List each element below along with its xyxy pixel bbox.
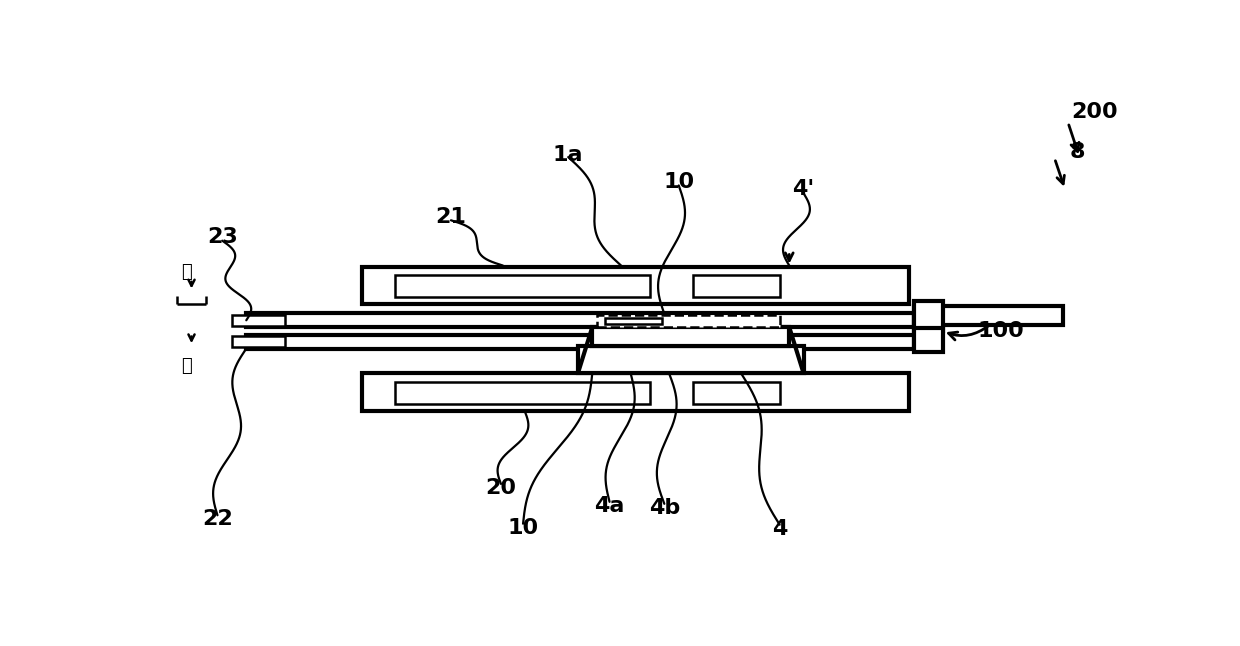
Bar — [578, 346, 804, 373]
Bar — [693, 382, 780, 404]
Bar — [914, 306, 1063, 325]
Text: 4: 4 — [773, 519, 787, 539]
Bar — [232, 315, 285, 326]
Text: 200: 200 — [1071, 102, 1118, 122]
Bar — [593, 328, 789, 346]
Bar — [362, 373, 909, 411]
Bar — [232, 336, 285, 347]
Text: 4': 4' — [792, 180, 815, 200]
Text: 10: 10 — [507, 517, 538, 537]
Bar — [605, 318, 662, 324]
Text: 23: 23 — [207, 227, 238, 247]
Bar — [596, 315, 780, 328]
Text: 4a: 4a — [594, 496, 625, 516]
Text: 上: 上 — [181, 262, 192, 280]
Bar — [247, 313, 914, 328]
Text: 100: 100 — [977, 321, 1024, 341]
Bar — [362, 267, 909, 304]
Bar — [914, 301, 944, 331]
Text: 22: 22 — [202, 509, 233, 529]
Bar — [247, 335, 914, 349]
Bar — [914, 328, 944, 352]
Text: 下: 下 — [181, 357, 192, 375]
Text: 4b: 4b — [649, 498, 680, 518]
Bar — [396, 382, 650, 404]
Text: 8: 8 — [1070, 142, 1085, 162]
Text: 20: 20 — [485, 478, 517, 498]
Bar — [396, 275, 650, 297]
Text: 10: 10 — [663, 172, 694, 192]
Text: 1a: 1a — [553, 145, 584, 165]
Bar — [693, 275, 780, 297]
Text: 21: 21 — [435, 207, 466, 227]
